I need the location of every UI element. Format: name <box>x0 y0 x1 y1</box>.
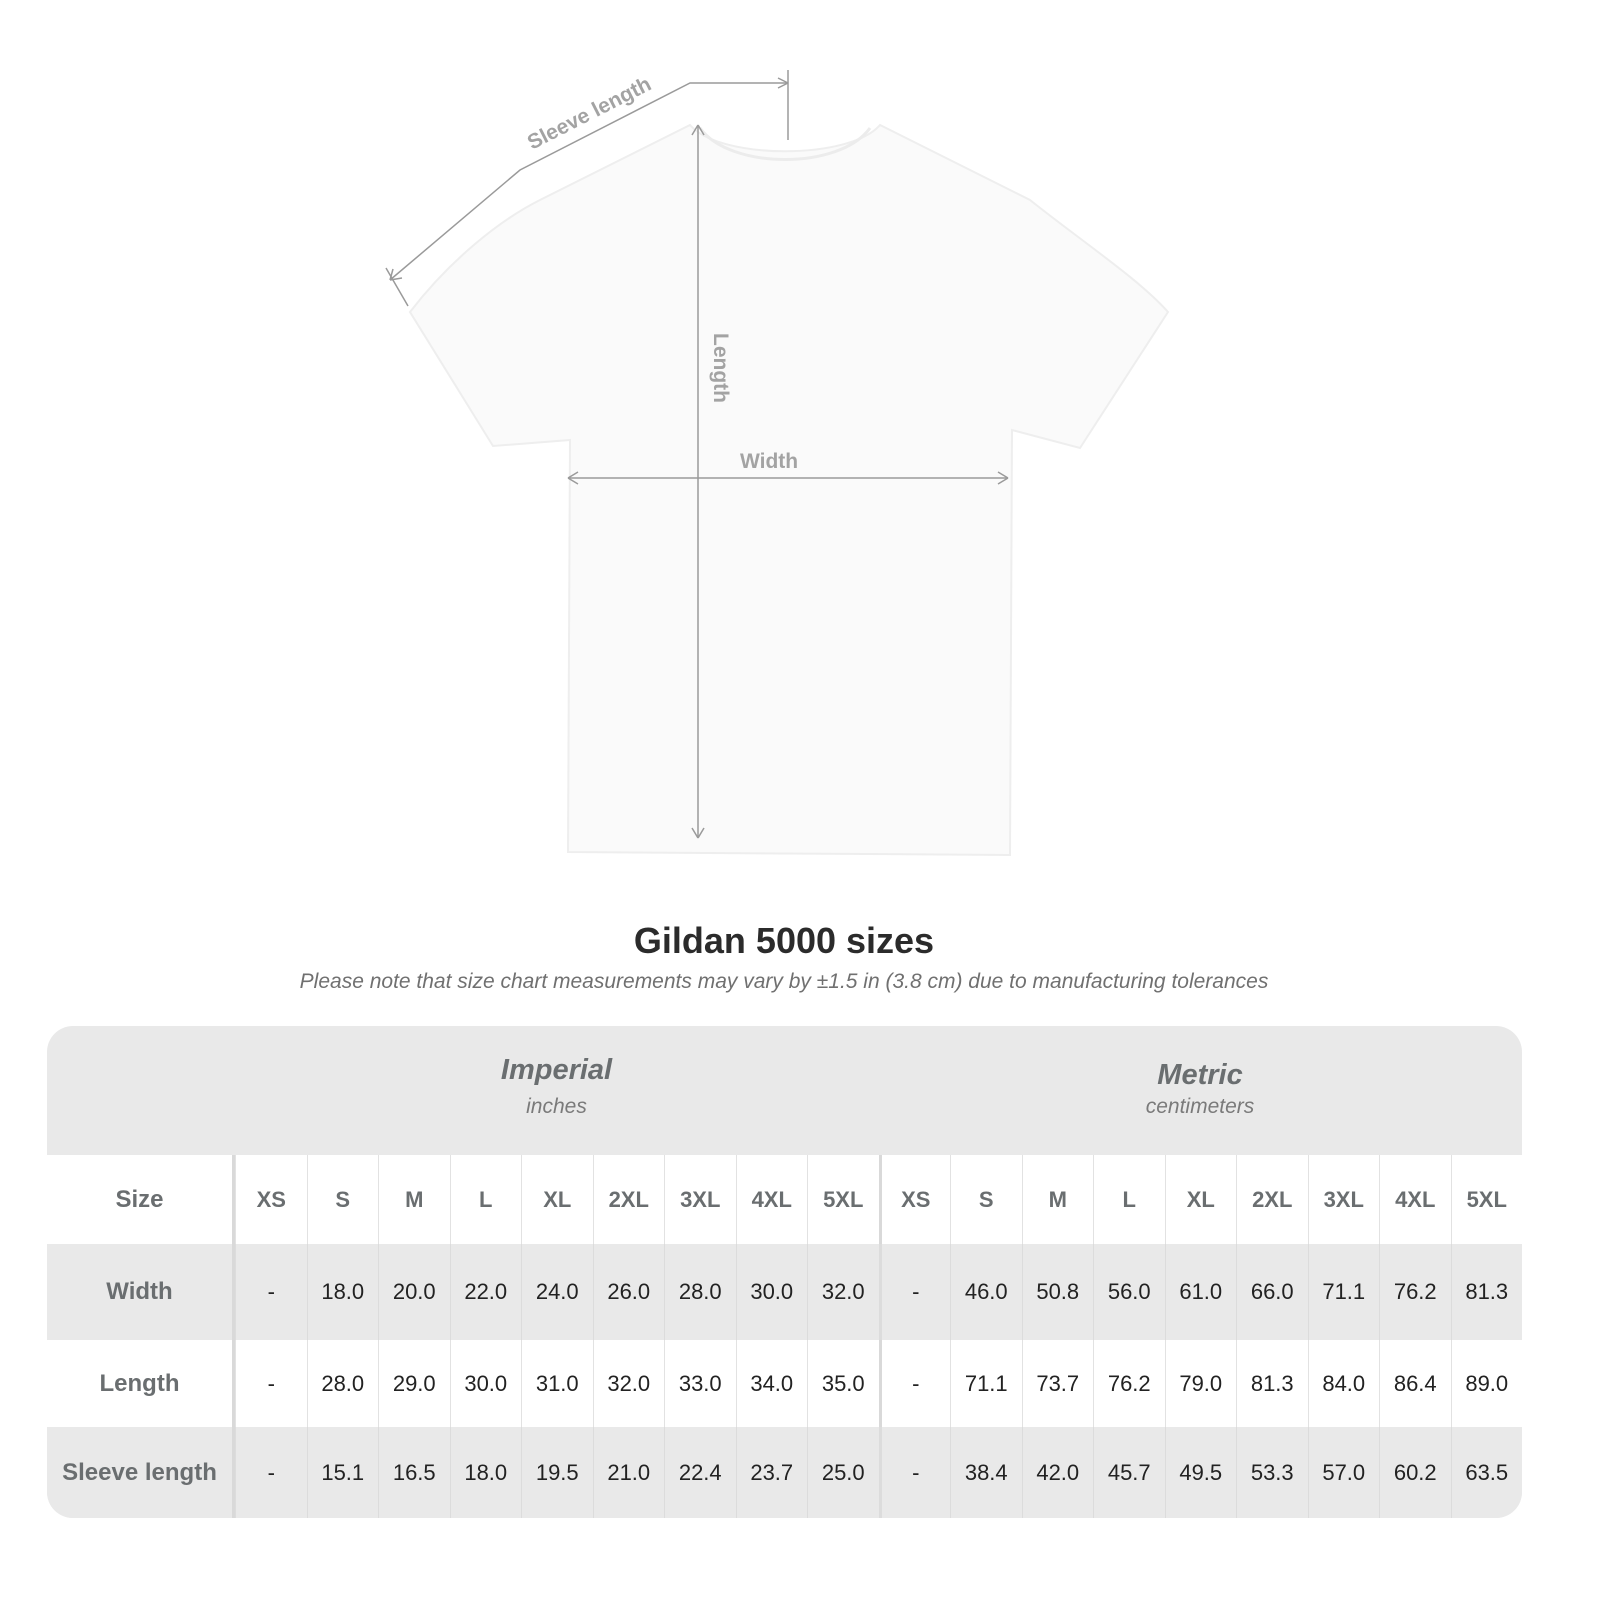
metric-value: 49.5 <box>1164 1427 1237 1518</box>
metric-value: 50.8 <box>1021 1244 1094 1340</box>
imperial-header: Imperial inches <box>235 1026 878 1155</box>
metric-value: 76.2 <box>1093 1340 1165 1427</box>
imperial-size-header: XS <box>235 1155 307 1244</box>
tshirt-image <box>408 123 1170 857</box>
imperial-title: Imperial <box>500 1054 613 1086</box>
metric-value: 81.3 <box>1450 1244 1523 1340</box>
metric-size-header: L <box>1093 1155 1165 1244</box>
imperial-value: 23.7 <box>735 1427 808 1518</box>
imperial-value: 20.0 <box>378 1244 450 1340</box>
imperial-value: 21.0 <box>592 1427 665 1518</box>
imperial-size-header: M <box>378 1155 450 1244</box>
imperial-value: - <box>235 1244 307 1340</box>
imperial-value: 24.0 <box>521 1244 593 1340</box>
metric-value: 42.0 <box>1021 1427 1094 1518</box>
table-row: Length -28.0 29.0 30.0 31.0 32.0 33.0 34.0 35.0-… <box>47 1340 1522 1427</box>
imperial-size-header: S <box>306 1155 379 1244</box>
size-label: Size <box>47 1155 235 1244</box>
imperial-value: 18.0 <box>449 1427 522 1518</box>
row-label: Length <box>47 1340 235 1427</box>
imperial-value: 15.1 <box>306 1427 379 1518</box>
metric-value: 61.0 <box>1164 1244 1237 1340</box>
imperial-value: 22.0 <box>449 1244 522 1340</box>
imperial-value: 30.0 <box>735 1244 808 1340</box>
metric-value: 86.4 <box>1379 1340 1451 1427</box>
metric-value: - <box>878 1340 951 1427</box>
imperial-value: 19.5 <box>521 1427 593 1518</box>
imperial-value: 18.0 <box>306 1244 379 1340</box>
imperial-value: 35.0 <box>807 1340 879 1427</box>
metric-unit: centimeters <box>1145 1095 1255 1118</box>
sleeve-length-measure <box>385 70 789 307</box>
imperial-size-header: 2XL <box>592 1155 665 1244</box>
metric-value: 38.4 <box>950 1427 1022 1518</box>
metric-value: 79.0 <box>1164 1340 1237 1427</box>
metric-size-header: 3XL <box>1307 1155 1380 1244</box>
size-header-row: Size XS S M L XL 2XL 3XL 4XL 5XL XS S M L XL 2XL 3XL 4XL 5… <box>47 1155 1522 1244</box>
metric-header: Metric centimeters <box>878 1026 1522 1155</box>
length-measure <box>691 124 705 839</box>
metric-value: 60.2 <box>1379 1427 1451 1518</box>
metric-value: 46.0 <box>950 1244 1022 1340</box>
metric-value: 71.1 <box>950 1340 1022 1427</box>
metric-value: 73.7 <box>1021 1340 1094 1427</box>
imperial-value: 22.4 <box>664 1427 736 1518</box>
metric-value: - <box>878 1427 951 1518</box>
metric-size-header: 2XL <box>1236 1155 1308 1244</box>
metric-size-header: 4XL <box>1379 1155 1451 1244</box>
metric-value: 66.0 <box>1236 1244 1308 1340</box>
metric-size-header: XS <box>878 1155 951 1244</box>
imperial-value: - <box>235 1340 307 1427</box>
tshirt-diagram: Sleeve length Length Width <box>385 70 1170 857</box>
sleeve-length-label: Sleeve length <box>524 72 655 154</box>
imperial-unit: inches <box>526 1095 587 1118</box>
metric-size-header: 5XL <box>1450 1155 1523 1244</box>
imperial-value: 16.5 <box>378 1427 450 1518</box>
imperial-size-header: 4XL <box>735 1155 808 1244</box>
imperial-size-header: 5XL <box>807 1155 879 1244</box>
tolerance-note: Please note that size chart measurements… <box>299 970 1269 993</box>
metric-size-header: XL <box>1164 1155 1237 1244</box>
metric-value: - <box>878 1244 951 1340</box>
metric-value: 57.0 <box>1307 1427 1380 1518</box>
imperial-size-header: 3XL <box>664 1155 736 1244</box>
metric-value: 81.3 <box>1236 1340 1308 1427</box>
metric-value: 56.0 <box>1093 1244 1165 1340</box>
metric-size-header: M <box>1021 1155 1094 1244</box>
length-label: Length <box>709 333 732 403</box>
imperial-value: 31.0 <box>521 1340 593 1427</box>
metric-value: 53.3 <box>1236 1427 1308 1518</box>
metric-value: 63.5 <box>1450 1427 1523 1518</box>
metric-value: 45.7 <box>1093 1427 1165 1518</box>
imperial-size-header: L <box>449 1155 522 1244</box>
imperial-value: 28.0 <box>664 1244 736 1340</box>
imperial-value: 32.0 <box>592 1340 665 1427</box>
metric-value: 89.0 <box>1450 1340 1523 1427</box>
imperial-value: 25.0 <box>807 1427 879 1518</box>
metric-value: 84.0 <box>1307 1340 1380 1427</box>
imperial-size-header: XL <box>521 1155 593 1244</box>
imperial-value: 33.0 <box>664 1340 736 1427</box>
chart-title: Gildan 5000 sizes <box>633 920 935 961</box>
row-label: Sleeve length <box>47 1427 235 1518</box>
width-label: Width <box>740 450 798 473</box>
metric-value: 71.1 <box>1307 1244 1380 1340</box>
imperial-value: 32.0 <box>807 1244 879 1340</box>
metric-title: Metric <box>1157 1059 1243 1091</box>
metric-size-header: S <box>950 1155 1022 1244</box>
imperial-value: 30.0 <box>449 1340 522 1427</box>
row-label: Width <box>47 1244 235 1340</box>
imperial-value: 34.0 <box>735 1340 808 1427</box>
imperial-value: - <box>235 1427 307 1518</box>
imperial-value: 28.0 <box>306 1340 379 1427</box>
table-row: Sleeve length -15.1 16.5 18.0 19.5 21.0 22.4 23… <box>47 1427 1522 1518</box>
table-row: Width -18.0 20.0 22.0 24.0 26.0 28.0 30.0 32.0-4… <box>47 1244 1522 1340</box>
imperial-value: 29.0 <box>378 1340 450 1427</box>
imperial-value: 26.0 <box>592 1244 665 1340</box>
metric-value: 76.2 <box>1379 1244 1451 1340</box>
size-table: Imperial inches Metric centimeters Size X… <box>47 1026 1522 1518</box>
width-measure <box>567 471 1009 485</box>
